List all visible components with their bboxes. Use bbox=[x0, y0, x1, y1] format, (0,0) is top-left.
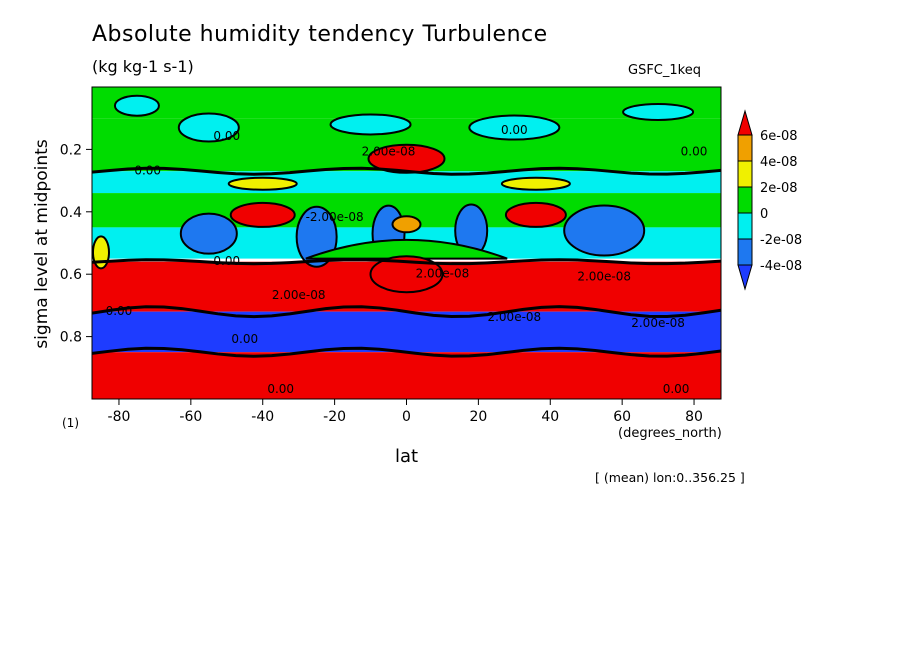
colorbar-segment-2 bbox=[737, 160, 753, 188]
y-tick-label-3: 0.8 bbox=[60, 330, 82, 346]
red-maximum-2 bbox=[504, 201, 567, 228]
x-tick-label-5: 20 bbox=[469, 409, 487, 425]
red-edge-upper bbox=[92, 258, 721, 266]
band-red-bottom bbox=[92, 352, 721, 399]
cyan-patch-3 bbox=[622, 102, 695, 121]
y-tick-label-2: 0.6 bbox=[60, 267, 82, 283]
x-tick-label-0: -80 bbox=[108, 409, 131, 425]
colorbar-bottom-arrow bbox=[737, 264, 753, 291]
colorbar-label-2: 2e-08 bbox=[760, 181, 798, 196]
green-dome bbox=[305, 238, 508, 260]
y-tick-label-1: 0.4 bbox=[60, 205, 82, 221]
highlight-2 bbox=[391, 215, 422, 234]
red-maximum-0 bbox=[367, 143, 446, 174]
red-maximum-1 bbox=[229, 201, 296, 228]
x-axis-label: lat bbox=[395, 446, 419, 467]
colorbar-label-0: 6e-08 bbox=[760, 129, 798, 144]
highlight-0 bbox=[227, 176, 298, 191]
contour-label-14: 0.00 bbox=[663, 382, 690, 396]
x-tick-label-4: 0 bbox=[402, 409, 411, 425]
contour-label-15: 0.00 bbox=[267, 382, 294, 396]
cyan-edge-upper bbox=[92, 166, 721, 176]
contour-label-13: 0.00 bbox=[231, 332, 258, 346]
blue-patch-4 bbox=[179, 212, 238, 255]
colorbar-segment-3 bbox=[737, 186, 753, 214]
contour-label-2: 0.00 bbox=[681, 145, 708, 159]
panel-label: (1) bbox=[62, 416, 79, 430]
red-maximum-3 bbox=[369, 255, 444, 294]
contour-label-10: 0.00 bbox=[106, 304, 133, 318]
band-top-green bbox=[92, 87, 721, 119]
contour-label-11: 2.00e-08 bbox=[487, 310, 541, 324]
contour-label-1: 0.00 bbox=[501, 123, 528, 137]
highlight-1 bbox=[500, 176, 571, 191]
contour-label-6: 0.00 bbox=[213, 254, 240, 268]
cyan-patch-1 bbox=[329, 113, 412, 136]
averaging-footnote: [ (mean) lon:0..356.25 ] bbox=[595, 470, 745, 485]
cyan-patch-4 bbox=[113, 94, 160, 117]
band-cyan-layer bbox=[92, 171, 721, 194]
cyan-patch-0 bbox=[177, 112, 240, 143]
blue-edge-lower bbox=[92, 346, 721, 358]
contour-label-7: 2.00e-08 bbox=[416, 266, 470, 280]
cyan-patch-2 bbox=[468, 114, 561, 141]
x-tick-label-7: 60 bbox=[613, 409, 631, 425]
colorbar-label-4: -2e-08 bbox=[760, 233, 802, 248]
blue-patch-3 bbox=[563, 204, 646, 257]
colorbar-label-5: -4e-08 bbox=[760, 259, 802, 274]
colorbar-label-1: 4e-08 bbox=[760, 155, 798, 170]
contour-label-4: 2.00e-08 bbox=[362, 145, 416, 159]
band-blue-layer bbox=[92, 311, 721, 353]
contour-label-5: -2.00e-08 bbox=[306, 210, 364, 224]
contour-fill-group: 0.00 0.00 0.00 0.00 2.00e-08 -2.00e-08 0.00 2.0… bbox=[92, 87, 721, 399]
contour-label-9: 2.00e-08 bbox=[272, 288, 326, 302]
chart-title: Absolute humidity tendency Turbulence bbox=[92, 22, 548, 47]
x-tick-label-3: -20 bbox=[323, 409, 346, 425]
colorbar-segment-5 bbox=[737, 238, 753, 266]
y-tick-label-0: 0.2 bbox=[60, 142, 82, 158]
x-axis-units: (degrees_north) bbox=[618, 426, 722, 441]
contour-label-8: 2.00e-08 bbox=[577, 269, 631, 283]
contour-label-12: 2.00e-08 bbox=[631, 316, 685, 330]
colorbar-segment-1 bbox=[737, 134, 753, 162]
contour-label-3: 0.00 bbox=[134, 163, 161, 177]
colorbar-top-arrow bbox=[737, 109, 753, 136]
x-tick-label-8: 80 bbox=[685, 409, 703, 425]
x-tick-label-2: -40 bbox=[251, 409, 274, 425]
dataset-label: GSFC_1keq bbox=[628, 63, 701, 78]
x-tick-label-1: -60 bbox=[179, 409, 202, 425]
chart-units: (kg kg-1 s-1) bbox=[92, 57, 194, 76]
blue-edge-upper bbox=[92, 305, 721, 319]
colorbar-label-3: 0 bbox=[760, 207, 768, 222]
contour-label-0: 0.00 bbox=[213, 129, 240, 143]
colorbar-segment-4 bbox=[737, 212, 753, 240]
x-tick-label-6: 40 bbox=[541, 409, 559, 425]
